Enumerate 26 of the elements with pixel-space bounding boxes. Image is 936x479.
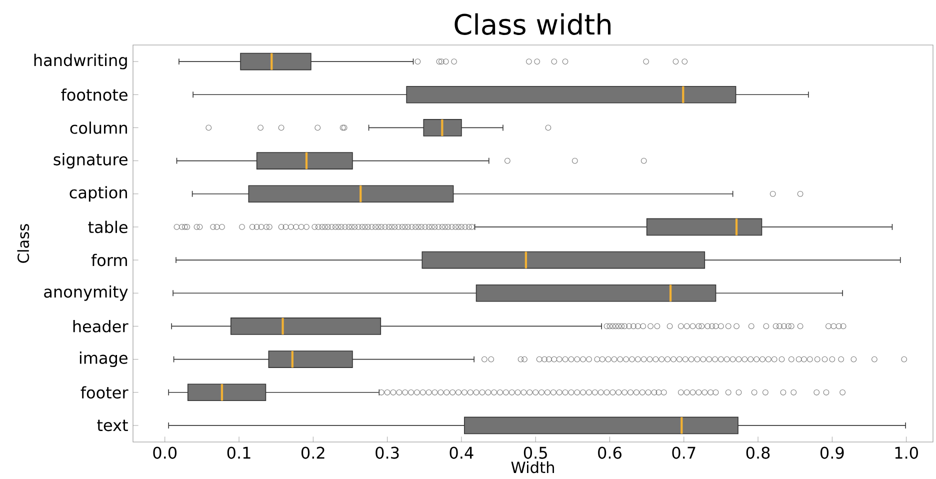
y-tick-label: handwriting — [34, 54, 127, 70]
x-tick-label: 0.0 — [153, 446, 177, 459]
y-tick-label: column — [70, 122, 127, 134]
x-tick-label: 0.2 — [301, 446, 324, 459]
x-tick-label: 0.4 — [450, 446, 474, 459]
y-tick-label: footnote — [61, 88, 128, 101]
y-tick-label: signature — [54, 153, 128, 169]
x-tick-label: 0.9 — [820, 446, 844, 459]
y-tick-label: header — [73, 320, 128, 332]
x-tick-label: 1.0 — [895, 446, 918, 459]
x-tick-label: 0.8 — [746, 446, 770, 459]
x-tick-label: 0.7 — [672, 446, 696, 459]
x-tick-label: 0.1 — [227, 446, 250, 459]
y-tick-label: anonymity — [44, 285, 128, 301]
x-tick-label: 0.3 — [376, 446, 399, 459]
y-tick-label: image — [80, 352, 128, 368]
y-tick-label: caption — [70, 186, 127, 202]
y-tick-label: footer — [80, 386, 128, 399]
chart-title: Class width — [454, 13, 610, 35]
y-axis-title: Class — [17, 224, 30, 263]
y-tick-label: text — [97, 420, 128, 432]
x-tick-label: 0.6 — [598, 446, 622, 459]
x-tick-label: 0.5 — [524, 446, 547, 459]
y-tick-label: form — [91, 254, 127, 266]
x-axis-title: Width — [511, 461, 554, 474]
y-tick-label: table — [88, 220, 128, 234]
